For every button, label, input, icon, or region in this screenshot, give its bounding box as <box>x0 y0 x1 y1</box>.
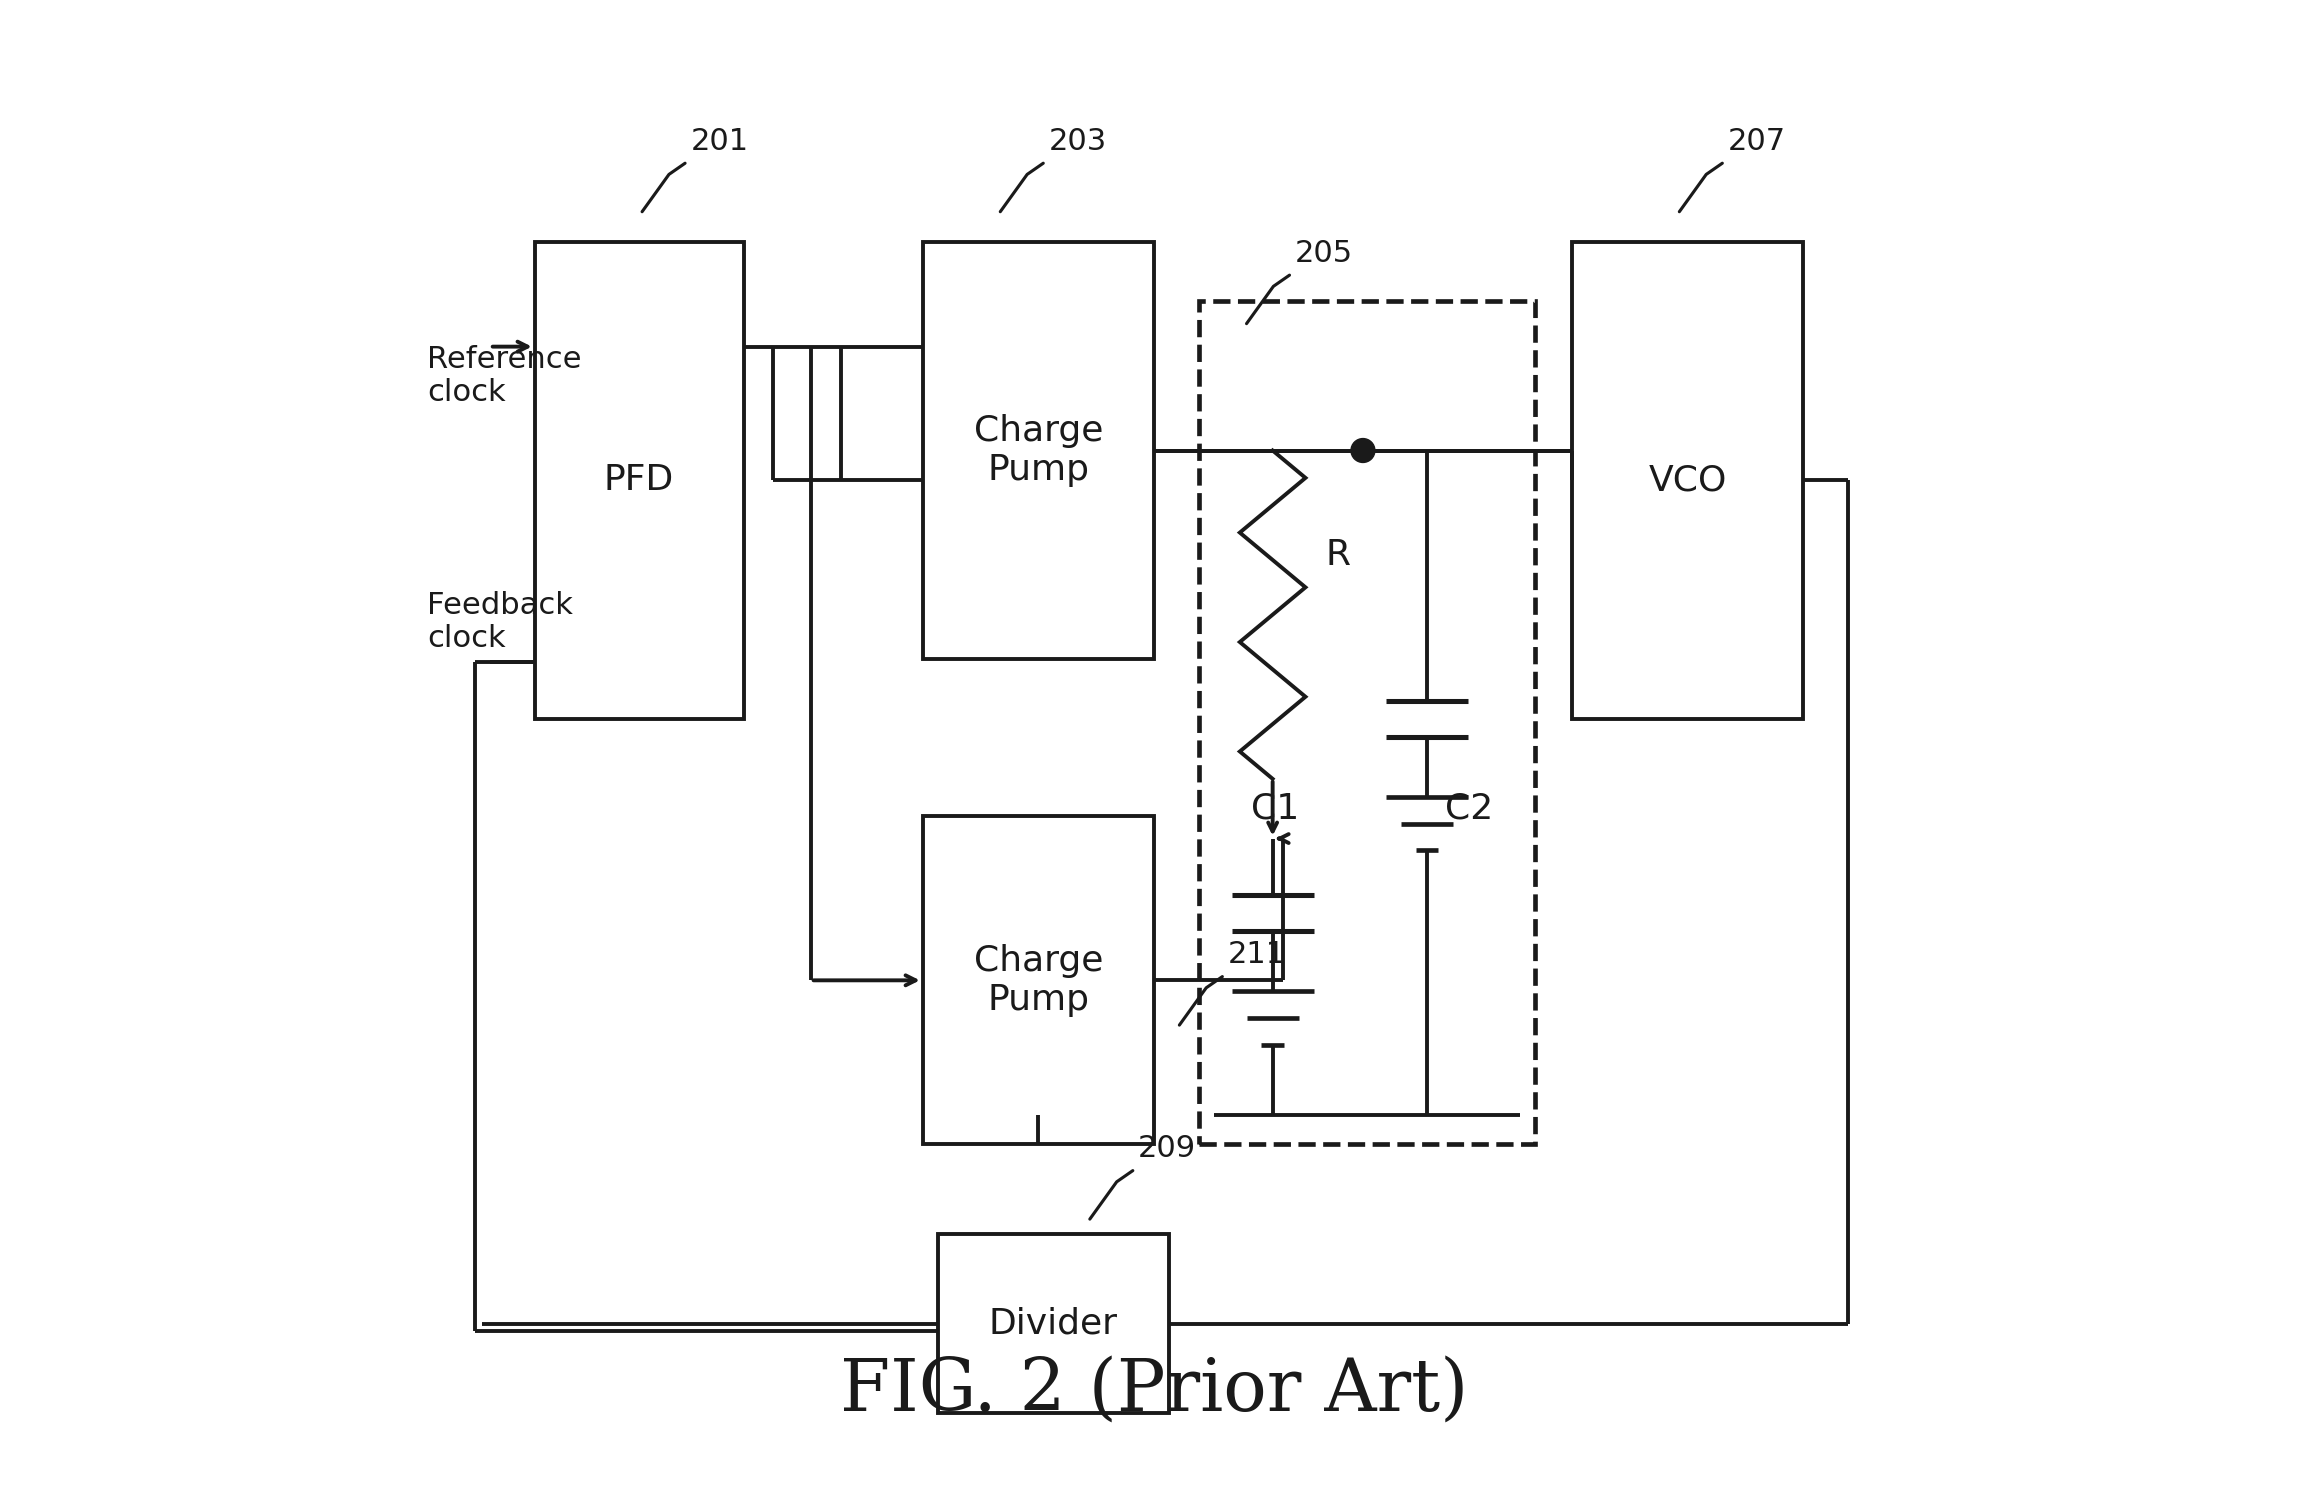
Text: 201: 201 <box>690 127 748 156</box>
Bar <box>1198 301 1535 1144</box>
Text: Charge
Pump: Charge Pump <box>974 944 1103 1017</box>
Text: VCO: VCO <box>1648 463 1726 497</box>
Text: 207: 207 <box>1729 127 1786 156</box>
FancyBboxPatch shape <box>937 1234 1168 1413</box>
Text: 203: 203 <box>1048 127 1108 156</box>
Text: R: R <box>1325 538 1350 572</box>
Text: C1: C1 <box>1251 792 1299 825</box>
Text: PFD: PFD <box>605 463 674 497</box>
Text: FIG. 2 (Prior Art): FIG. 2 (Prior Art) <box>840 1356 1468 1426</box>
Text: 211: 211 <box>1228 941 1286 969</box>
Text: C2: C2 <box>1445 792 1493 825</box>
Circle shape <box>1350 439 1376 463</box>
Text: 209: 209 <box>1138 1134 1196 1162</box>
Text: Feedback
clock: Feedback clock <box>427 590 572 653</box>
Text: Divider: Divider <box>988 1306 1117 1341</box>
Text: 205: 205 <box>1295 238 1352 268</box>
FancyBboxPatch shape <box>923 241 1154 659</box>
Text: Reference
clock: Reference clock <box>427 345 582 407</box>
FancyBboxPatch shape <box>535 241 743 719</box>
Text: Charge
Pump: Charge Pump <box>974 413 1103 487</box>
FancyBboxPatch shape <box>923 816 1154 1144</box>
FancyBboxPatch shape <box>1572 241 1803 719</box>
